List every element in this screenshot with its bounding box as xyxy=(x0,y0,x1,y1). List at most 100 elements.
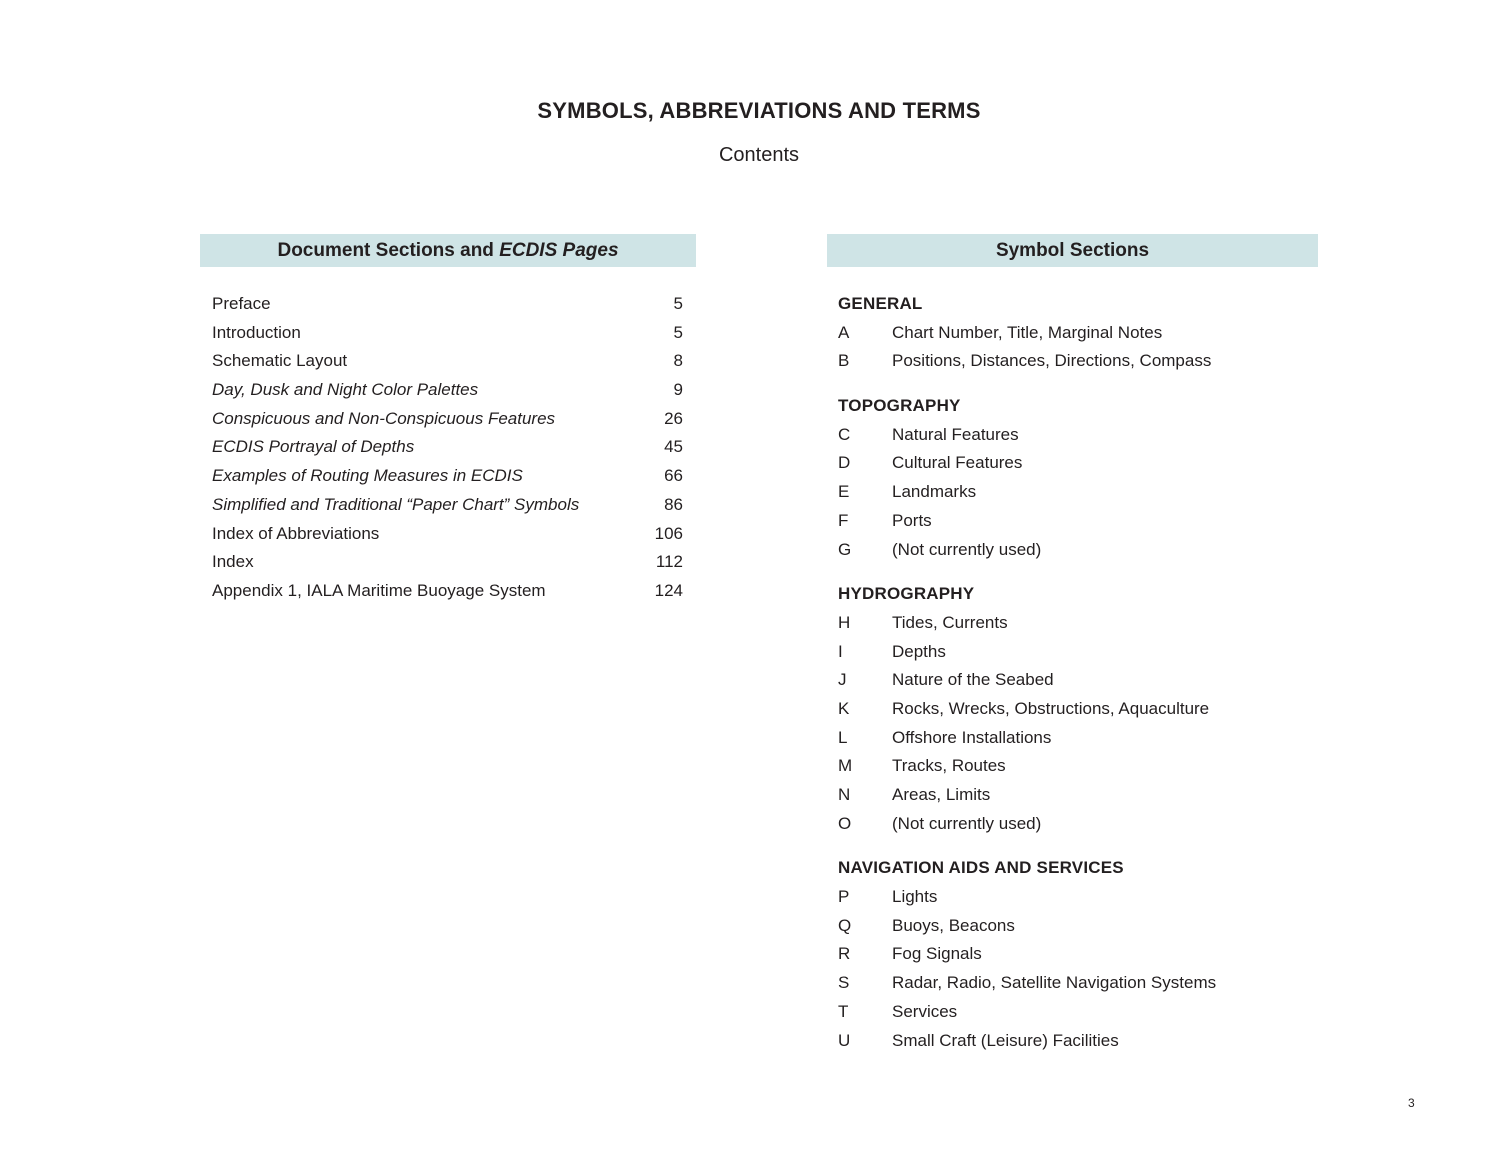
symbol-label: Ports xyxy=(892,510,932,530)
toc-item-label: Index xyxy=(212,552,254,572)
toc-item-page: 86 xyxy=(664,494,683,514)
toc-item-label: ECDIS Portrayal of Depths xyxy=(212,437,415,457)
symbol-label: Fog Signals xyxy=(892,944,982,964)
symbol-row: C Natural Features xyxy=(838,421,1318,450)
symbol-label: Depths xyxy=(892,641,946,661)
toc-item-label: Simplified and Traditional “Paper Chart”… xyxy=(212,494,580,514)
symbol-sections-column: Symbol Sections GENERAL A Chart Number, … xyxy=(827,234,1318,1055)
symbol-group: HYDROGRAPHY H Tides, Currents I Depths J… xyxy=(838,580,1318,838)
toc-item-page: 8 xyxy=(673,351,683,371)
toc-row: Preface 5 xyxy=(212,290,683,319)
toc-item-page: 9 xyxy=(673,380,683,400)
toc-item-label: Conspicuous and Non-Conspicuous Features xyxy=(212,408,556,428)
symbol-label: Lights xyxy=(892,887,938,907)
symbol-letter: T xyxy=(838,1001,849,1021)
symbol-row: S Radar, Radio, Satellite Navigation Sys… xyxy=(838,969,1318,998)
symbol-group-title: HYDROGRAPHY xyxy=(838,584,975,604)
toc-row: Index 112 xyxy=(212,548,683,577)
symbol-label: Positions, Distances, Directions, Compas… xyxy=(892,351,1212,371)
symbol-letter: B xyxy=(838,351,850,371)
toc-row: Introduction 5 xyxy=(212,319,683,348)
symbol-row: J Nature of the Seabed xyxy=(838,666,1318,695)
symbol-label: Services xyxy=(892,1001,958,1021)
document-sections-column: Document Sections and ECDIS Pages Prefac… xyxy=(200,234,696,606)
symbol-groups: GENERAL A Chart Number, Title, Marginal … xyxy=(827,290,1318,1055)
symbol-label: Areas, Limits xyxy=(892,785,991,804)
document-sections-list: Preface 5 Introduction 5 Schematic Layou… xyxy=(200,290,696,606)
symbol-letter: R xyxy=(838,944,851,964)
symbol-letter: Q xyxy=(838,915,852,935)
symbol-letter: L xyxy=(838,727,848,747)
toc-item-page: 124 xyxy=(654,580,683,600)
symbol-label: Tracks, Routes xyxy=(892,756,1006,776)
toc-row: Appendix 1, IALA Maritime Buoyage System… xyxy=(212,577,683,606)
toc-item-label: Examples of Routing Measures in ECDIS xyxy=(212,466,523,486)
symbol-row: B Positions, Distances, Directions, Comp… xyxy=(838,347,1318,376)
page-subtitle: Contents xyxy=(718,144,800,166)
symbol-label: Small Craft (Leisure) Facilities xyxy=(892,1030,1119,1050)
toc-item-page: 106 xyxy=(654,523,683,543)
symbol-row: R Fog Signals xyxy=(838,940,1318,969)
symbol-row: H Tides, Currents xyxy=(838,609,1318,638)
toc-row: ECDIS Portrayal of Depths 45 xyxy=(212,433,683,462)
toc-row: Day, Dusk and Night Color Palettes 9 xyxy=(212,376,683,405)
symbol-row: U Small Craft (Leisure) Facilities xyxy=(838,1027,1318,1056)
toc-row: Conspicuous and Non-Conspicuous Features… xyxy=(212,405,683,434)
symbol-label: Offshore Installations xyxy=(892,727,1052,747)
toc-row: Index of Abbreviations 106 xyxy=(212,520,683,549)
symbol-row: N Areas, Limits xyxy=(838,781,1318,810)
symbol-label: Tides, Currents xyxy=(892,612,1008,632)
symbol-letter: K xyxy=(838,698,850,718)
toc-row: Simplified and Traditional “Paper Chart”… xyxy=(212,491,683,520)
symbol-label: (Not currently used) xyxy=(892,813,1042,833)
symbol-letter: F xyxy=(838,510,849,530)
toc-item-page: 5 xyxy=(673,294,683,313)
symbol-label: Cultural Features xyxy=(892,453,1023,473)
symbol-label: Rocks, Wrecks, Obstructions, Aquaculture xyxy=(892,698,1210,718)
symbol-row: G (Not currently used) xyxy=(838,536,1318,565)
symbol-letter: H xyxy=(838,612,851,632)
symbol-label: Chart Number, Title, Marginal Notes xyxy=(892,322,1163,342)
toc-item-label: Preface xyxy=(212,294,271,313)
symbol-group-title: GENERAL xyxy=(838,294,923,313)
symbol-label: Landmarks xyxy=(892,482,977,502)
toc-row: Schematic Layout 8 xyxy=(212,347,683,376)
symbol-group-title: NAVIGATION AIDS AND SERVICES xyxy=(838,858,1124,878)
symbol-row: O (Not currently used) xyxy=(838,810,1318,839)
page-header: SYMBOLS, ABBREVIATIONS AND TERMS Content… xyxy=(200,98,1318,167)
symbol-letter: D xyxy=(838,453,851,473)
toc-item-page: 112 xyxy=(655,552,683,572)
symbol-letter: I xyxy=(838,641,843,661)
toc-item-page: 66 xyxy=(664,466,683,486)
symbol-letter: J xyxy=(838,670,847,690)
document-sections-header-text: Document Sections and xyxy=(277,240,500,261)
symbol-row: Q Buoys, Beacons xyxy=(838,912,1318,941)
document-sections-header-italic: ECDIS Pages xyxy=(499,240,619,261)
symbol-row: D Cultural Features xyxy=(838,449,1318,478)
symbol-letter: P xyxy=(838,887,850,907)
symbol-letter: M xyxy=(838,756,853,776)
symbol-group: TOPOGRAPHY C Natural Features D Cultural… xyxy=(838,392,1318,564)
symbol-label: (Not currently used) xyxy=(892,539,1042,559)
toc-item-label: Day, Dusk and Night Color Palettes xyxy=(212,380,479,400)
symbol-letter: A xyxy=(838,322,850,342)
symbol-label: Radar, Radio, Satellite Navigation Syste… xyxy=(892,973,1217,993)
symbol-row: T Services xyxy=(838,998,1318,1027)
symbol-letter: E xyxy=(838,482,850,502)
symbol-letter: S xyxy=(838,973,850,993)
symbol-letter: N xyxy=(838,785,851,804)
toc-item-page: 26 xyxy=(664,408,683,428)
toc-item-label: Index of Abbreviations xyxy=(212,523,380,543)
symbol-letter: O xyxy=(838,813,852,833)
page-title: SYMBOLS, ABBREVIATIONS AND TERMS xyxy=(537,98,981,123)
toc-item-page: 5 xyxy=(673,322,683,342)
symbol-group: GENERAL A Chart Number, Title, Marginal … xyxy=(838,290,1318,376)
symbol-row: K Rocks, Wrecks, Obstructions, Aquacultu… xyxy=(838,695,1318,724)
symbol-row: A Chart Number, Title, Marginal Notes xyxy=(838,319,1318,348)
toc-item-label: Schematic Layout xyxy=(212,351,348,371)
symbol-group-title: TOPOGRAPHY xyxy=(838,396,961,416)
symbol-letter: U xyxy=(838,1030,851,1050)
symbol-row: I Depths xyxy=(838,638,1318,667)
symbol-row: F Ports xyxy=(838,507,1318,536)
page-number: 3 xyxy=(1408,1096,1415,1110)
